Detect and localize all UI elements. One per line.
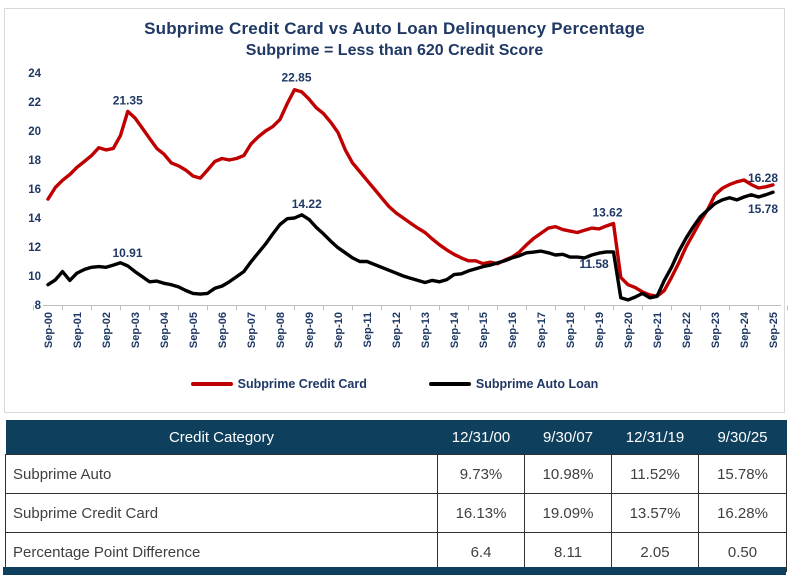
- row-label-subprime-auto: Subprime Auto: [5, 454, 438, 494]
- chart-panel: Subprime Credit Card vs Auto Loan Delinq…: [4, 8, 788, 413]
- cell-value: 0.50: [698, 532, 787, 572]
- x-tick-label: Sep-03: [130, 312, 142, 348]
- x-tick-label: Sep-13: [420, 312, 432, 348]
- legend-item-auto-loan: Subprime Auto Loan: [428, 377, 599, 391]
- x-tick-label: Sep-22: [681, 312, 693, 348]
- x-tick-label: Sep-04: [159, 311, 171, 348]
- y-tick-label: 10: [28, 271, 41, 283]
- y-tick-label: 18: [28, 155, 41, 167]
- y-tick-label: 16: [28, 184, 41, 196]
- row-label-percentage-point-difference: Percentage Point Difference: [5, 532, 438, 572]
- credit-card-line-swatch: [190, 382, 233, 386]
- cell-value: 10.98%: [524, 454, 612, 494]
- data-label: 16.28: [748, 171, 778, 185]
- bottom-accent-bar: [3, 567, 786, 575]
- x-tick-label: Sep-20: [623, 312, 635, 348]
- col-header-date-3: 12/31/19: [611, 420, 699, 455]
- delinquency-table: Credit Category 12/31/00 9/30/07 12/31/1…: [5, 420, 787, 572]
- x-tick-label: Sep-00: [43, 312, 55, 348]
- cell-value: 19.09%: [524, 493, 612, 533]
- x-tick-label: Sep-11: [362, 312, 374, 347]
- data-label: 13.62: [592, 206, 622, 220]
- data-label: 22.85: [281, 71, 311, 85]
- table-row-subprime-credit-card: Subprime Credit Card 16.13% 19.09% 13.57…: [5, 493, 787, 533]
- data-label: 21.35: [113, 93, 143, 107]
- x-tick-label: Sep-17: [536, 312, 548, 348]
- cell-value: 6.4: [437, 532, 525, 572]
- x-tick-label: Sep-15: [478, 312, 490, 348]
- chart-legend: Subprime Credit Card Subprime Auto Loan: [5, 377, 784, 391]
- credit-card-line: [46, 88, 775, 299]
- x-tick-label: Sep-23: [710, 312, 722, 348]
- x-tick-label: Sep-01: [72, 312, 84, 348]
- x-tick-label: Sep-08: [275, 312, 287, 348]
- data-label: 14.22: [292, 197, 322, 211]
- legend-label-auto-loan: Subprime Auto Loan: [475, 377, 599, 391]
- y-tick-label: 20: [28, 126, 41, 138]
- x-tick-label: Sep-12: [391, 312, 403, 348]
- cell-value: 16.13%: [437, 493, 525, 533]
- cell-value: 15.78%: [698, 454, 787, 494]
- x-tick-label: Sep-09: [304, 312, 316, 348]
- auto-loan-line-swatch: [428, 382, 471, 386]
- x-tick-label: Sep-10: [333, 312, 345, 348]
- x-tick-label: Sep-16: [507, 312, 519, 348]
- data-label: 11.58: [579, 257, 609, 271]
- x-tick-label: Sep-19: [594, 312, 606, 348]
- row-label-subprime-credit-card: Subprime Credit Card: [5, 493, 438, 533]
- y-tick-label: 14: [28, 213, 41, 225]
- col-header-date-2: 9/30/07: [524, 420, 612, 455]
- cell-value: 11.52%: [611, 454, 699, 494]
- cell-value: 8.11: [524, 532, 612, 572]
- cell-value: 9.73%: [437, 454, 525, 494]
- x-tick-label: Sep-07: [246, 312, 258, 348]
- x-tick-label: Sep-06: [217, 312, 229, 348]
- data-label: 15.78: [748, 202, 778, 216]
- x-tick-label: Sep-18: [565, 312, 577, 348]
- x-tick-label: Sep-21: [652, 312, 664, 348]
- auto-loan-line: [46, 190, 775, 302]
- x-tick-label: Sep-25: [768, 312, 780, 348]
- x-tick-label: Sep-24: [739, 311, 751, 348]
- chart-subtitle: Subprime = Less than 620 Credit Score: [245, 42, 544, 59]
- table-row-percentage-point-difference: Percentage Point Difference 6.4 8.11 2.0…: [5, 532, 787, 572]
- table-header-row: Credit Category 12/31/00 9/30/07 12/31/1…: [5, 420, 787, 455]
- col-header-date-4: 9/30/25: [698, 420, 787, 455]
- legend-item-credit-card: Subprime Credit Card: [190, 377, 367, 391]
- cell-value: 16.28%: [698, 493, 787, 533]
- col-header-credit-category: Credit Category: [5, 420, 438, 455]
- cell-value: 13.57%: [611, 493, 699, 533]
- data-label: 10.91: [112, 246, 142, 260]
- y-tick-label: 22: [28, 97, 41, 109]
- chart-title: Subprime Credit Card vs Auto Loan Delinq…: [144, 19, 645, 38]
- table-row-subprime-auto: Subprime Auto 9.73% 10.98% 11.52% 15.78%: [5, 454, 787, 494]
- x-tick-label: Sep-14: [449, 311, 461, 348]
- y-tick-label: 24: [28, 68, 41, 80]
- x-tick-label: Sep-02: [101, 312, 113, 348]
- y-tick-label: 12: [28, 242, 41, 254]
- col-header-date-1: 12/31/00: [437, 420, 525, 455]
- cell-value: 2.05: [611, 532, 699, 572]
- y-tick-label: 8: [35, 300, 42, 312]
- x-tick-label: Sep-05: [188, 312, 200, 348]
- legend-label-credit-card: Subprime Credit Card: [237, 377, 367, 391]
